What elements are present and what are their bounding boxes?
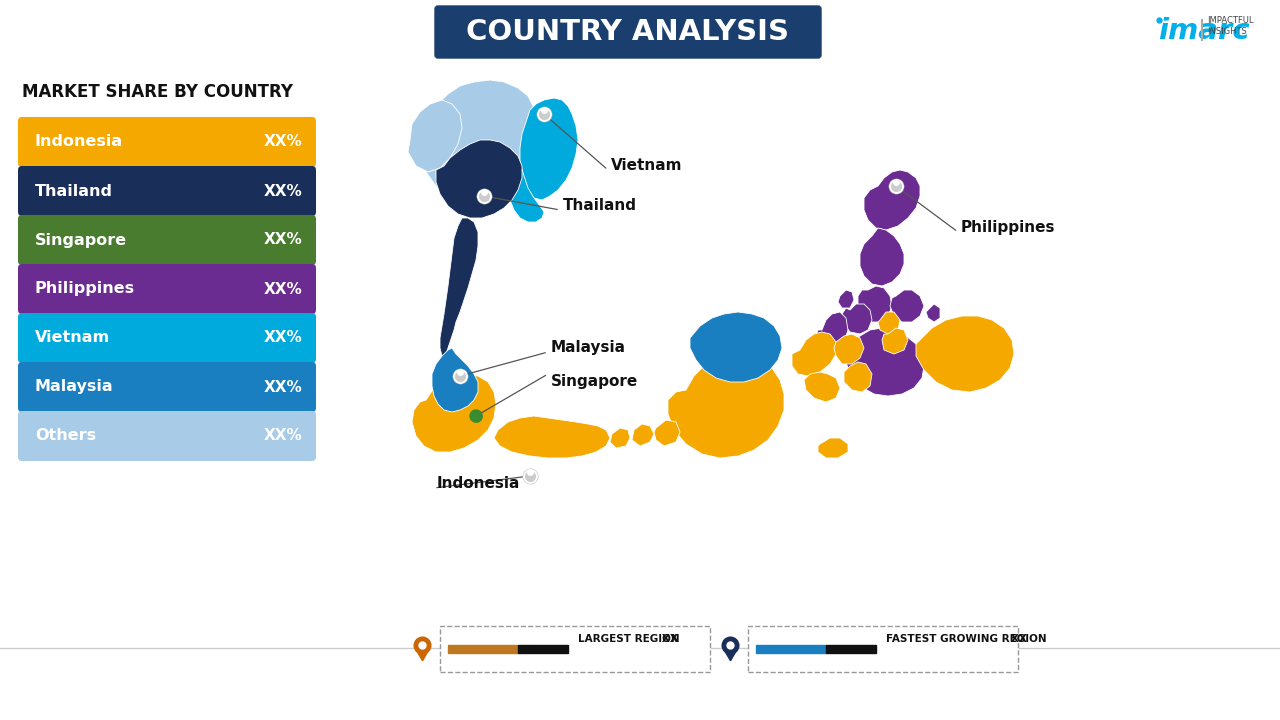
Text: COUNTRY ANALYSIS: COUNTRY ANALYSIS — [466, 18, 790, 46]
Polygon shape — [632, 424, 654, 446]
Polygon shape — [419, 80, 536, 200]
Bar — [756, 645, 826, 653]
Text: LARGEST REGION: LARGEST REGION — [579, 634, 680, 644]
Text: Thailand: Thailand — [563, 198, 637, 213]
Text: XX%: XX% — [264, 184, 302, 199]
Polygon shape — [654, 420, 680, 446]
Polygon shape — [844, 362, 872, 392]
Polygon shape — [916, 316, 1014, 392]
Polygon shape — [925, 304, 940, 322]
Polygon shape — [878, 312, 900, 334]
Bar — [518, 645, 568, 653]
Text: Vietnam: Vietnam — [35, 330, 110, 346]
Polygon shape — [792, 332, 836, 376]
Text: XX%: XX% — [264, 282, 302, 297]
Polygon shape — [433, 348, 477, 412]
Text: Malaysia: Malaysia — [35, 379, 114, 395]
Polygon shape — [817, 312, 849, 352]
Text: XX%: XX% — [264, 428, 302, 444]
Text: imarc: imarc — [1158, 17, 1249, 45]
Text: XX%: XX% — [264, 233, 302, 248]
Polygon shape — [690, 312, 782, 382]
Polygon shape — [838, 290, 854, 308]
Polygon shape — [882, 328, 908, 354]
Polygon shape — [818, 438, 849, 458]
Bar — [826, 645, 876, 653]
Polygon shape — [804, 372, 840, 402]
Text: FASTEST GROWING REGION: FASTEST GROWING REGION — [886, 634, 1047, 644]
FancyBboxPatch shape — [435, 6, 820, 58]
Polygon shape — [890, 290, 924, 322]
Polygon shape — [408, 100, 462, 172]
Text: Singapore: Singapore — [550, 374, 639, 389]
Text: Indonesia: Indonesia — [436, 476, 521, 491]
Text: XX: XX — [1001, 634, 1028, 644]
Text: IMPACTFUL
INSIGHTS: IMPACTFUL INSIGHTS — [1207, 16, 1253, 37]
FancyBboxPatch shape — [18, 117, 316, 167]
Text: Philippines: Philippines — [35, 282, 136, 297]
FancyBboxPatch shape — [18, 215, 316, 265]
FancyBboxPatch shape — [18, 411, 316, 461]
Polygon shape — [412, 374, 497, 452]
Text: XX%: XX% — [264, 330, 302, 346]
FancyBboxPatch shape — [748, 626, 1018, 672]
Polygon shape — [846, 328, 924, 396]
Polygon shape — [440, 218, 477, 358]
Polygon shape — [835, 334, 864, 364]
FancyBboxPatch shape — [18, 166, 316, 216]
Polygon shape — [494, 416, 611, 458]
Polygon shape — [864, 170, 920, 230]
Text: Singapore: Singapore — [35, 233, 127, 248]
Polygon shape — [668, 356, 783, 458]
Text: Others: Others — [35, 428, 96, 444]
Text: XX: XX — [650, 634, 677, 644]
Polygon shape — [842, 304, 872, 334]
Polygon shape — [520, 98, 579, 200]
Text: XX%: XX% — [264, 135, 302, 150]
Polygon shape — [433, 96, 522, 190]
Polygon shape — [509, 162, 544, 222]
Text: XX%: XX% — [264, 379, 302, 395]
Circle shape — [470, 410, 483, 422]
Text: Thailand: Thailand — [35, 184, 113, 199]
Text: Malaysia: Malaysia — [550, 340, 626, 355]
FancyBboxPatch shape — [18, 313, 316, 363]
Polygon shape — [860, 228, 904, 286]
Polygon shape — [436, 140, 522, 218]
Polygon shape — [611, 428, 630, 448]
Bar — [448, 645, 518, 653]
Text: Philippines: Philippines — [961, 220, 1056, 235]
Polygon shape — [448, 108, 509, 180]
Text: Vietnam: Vietnam — [611, 158, 682, 173]
FancyBboxPatch shape — [18, 264, 316, 314]
FancyBboxPatch shape — [440, 626, 710, 672]
FancyBboxPatch shape — [18, 362, 316, 412]
Polygon shape — [858, 286, 892, 322]
Text: MARKET SHARE BY COUNTRY: MARKET SHARE BY COUNTRY — [22, 83, 293, 101]
Text: Indonesia: Indonesia — [35, 135, 123, 150]
